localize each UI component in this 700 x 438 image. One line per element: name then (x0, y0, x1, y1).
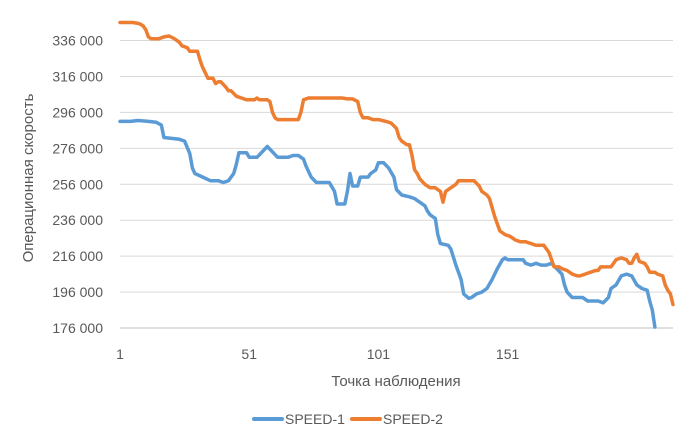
x-tick-label-3: 151 (496, 346, 520, 362)
y-tick-label-1: 196 000 (52, 284, 103, 300)
x-tick-label-1: 51 (241, 346, 257, 362)
y-tick-label-7: 316 000 (52, 68, 103, 84)
series-line-speed-1 (118, 118, 657, 329)
x-tick-label-2: 101 (367, 346, 391, 362)
y-tick-label-6: 296 000 (52, 104, 103, 120)
y-axis-title: Операционная скорость (20, 93, 37, 262)
x-axis-title: Точка наблюдения (331, 373, 460, 390)
y-tick-label-0: 176 000 (52, 320, 103, 336)
y-tick-label-4: 256 000 (52, 176, 103, 192)
series-lines (118, 20, 675, 329)
y-tick-label-5: 276 000 (52, 140, 103, 156)
x-axis-ticks: 1 51 101 151 (116, 346, 519, 362)
y-tick-label-2: 216 000 (52, 248, 103, 264)
x-tick-label-0: 1 (116, 346, 124, 362)
y-tick-label-8: 336 000 (52, 33, 103, 49)
legend-label-speed-2: SPEED-2 (383, 411, 443, 427)
legend: SPEED-1 SPEED-2 (252, 411, 443, 427)
legend-item-speed-1: SPEED-1 (252, 411, 345, 427)
series-line-speed-2 (118, 20, 675, 307)
legend-label-speed-1: SPEED-1 (285, 411, 345, 427)
y-tick-label-3: 236 000 (52, 212, 103, 228)
legend-item-speed-2: SPEED-2 (350, 411, 443, 427)
y-axis-ticks: 176 000 196 000 216 000 236 000 256 000 276 0… (52, 33, 103, 337)
